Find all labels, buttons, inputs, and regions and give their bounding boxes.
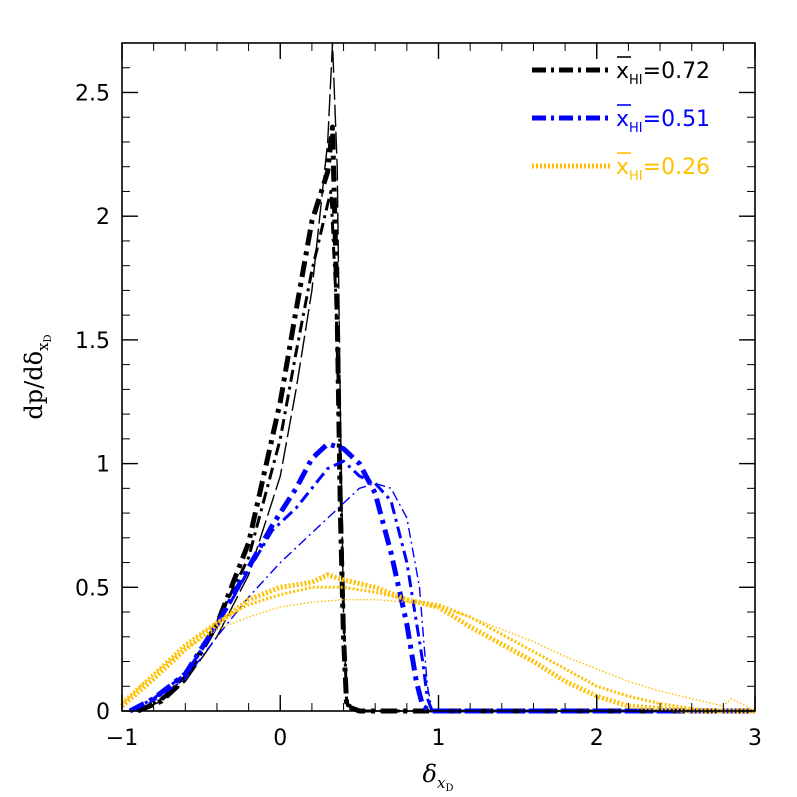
series-line-8	[121, 599, 756, 712]
x-tick-label: 1	[432, 726, 446, 751]
series-line-5	[129, 482, 755, 712]
y-tick-label: 0.5	[75, 576, 110, 601]
plot-frame	[121, 42, 756, 712]
legend-label-0: xHI=0.72	[616, 59, 710, 88]
x-tick-label: 2	[590, 726, 604, 751]
legend-label-2: xHI=0.26	[616, 155, 710, 184]
y-tick-label: 1.5	[75, 329, 110, 354]
series-line-3	[128, 441, 755, 714]
ticks-layer: −1 0 1 2 300.511.522.5	[75, 42, 762, 751]
x-tick-label: −1	[106, 726, 138, 751]
series-line-1	[137, 189, 755, 713]
series-line-7	[120, 585, 755, 713]
x-tick-label: 3	[748, 726, 762, 751]
legend-label-1: xHI=0.51	[616, 107, 710, 136]
y-tick-label: 2.5	[75, 81, 110, 106]
y-tick-label: 0	[96, 700, 110, 725]
legend: xHI=0.72 xHI=0.51 xHI=0.26	[532, 56, 710, 184]
series-layer	[120, 42, 756, 714]
x-tick-label: 0	[273, 726, 287, 751]
y-axis-title: dp/dδxD	[20, 334, 54, 419]
y-tick-label: 2	[96, 205, 110, 230]
x-axis-title: δxD	[423, 760, 454, 794]
series-line-4	[129, 459, 755, 713]
y-tick-label: 1	[96, 453, 110, 478]
series-line-6	[120, 572, 755, 714]
